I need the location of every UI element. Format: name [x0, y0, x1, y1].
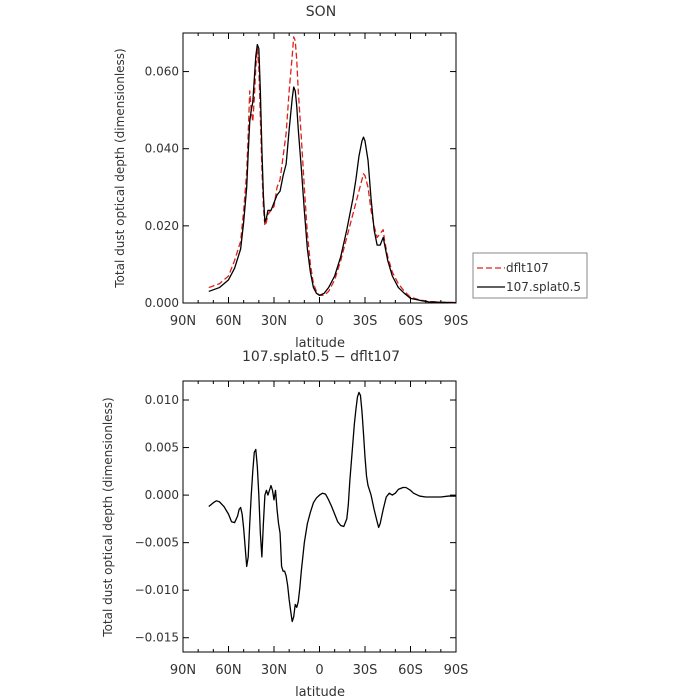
panel-top: SON 90N 60N 30N 0 30S 60S 90S 0.000 0.020 0.040 0.… — [113, 4, 468, 351]
panel-top-ticks: 90N 60N 30N 0 30S 60S 90S 0.000 0.020 0.040 0.060 — [145, 33, 469, 329]
panel-bottom: 107.splat0.5 − dflt107 90N 60N 30N 0 30S 60S 9… — [101, 349, 468, 700]
series-line-top-107-splat0-5 — [208, 43, 457, 304]
x-tick-label: 60S — [398, 663, 423, 678]
series-line-top-dflt107 — [208, 36, 457, 304]
panel-bottom-xlabel: latitude — [295, 685, 345, 700]
panel-bottom-series — [208, 391, 456, 623]
y-tick-label: 0.020 — [145, 219, 179, 233]
legend-box — [472, 252, 588, 299]
legend-label-107-splat0-5: 107.splat0.5 — [506, 280, 581, 294]
x-tick-label: 90S — [444, 314, 469, 329]
x-tick-label: 0 — [315, 314, 323, 329]
x-tick-label: 60S — [398, 314, 423, 329]
x-tick-label: 90N — [170, 663, 196, 678]
y-tick-label: −0.015 — [135, 631, 179, 645]
y-tick-label: −0.010 — [135, 583, 179, 597]
x-tick-label: 30N — [261, 663, 287, 678]
x-tick-label: 60N — [215, 314, 241, 329]
panel-top-xlabel: latitude — [295, 336, 345, 351]
x-tick-label: 30S — [353, 663, 378, 678]
x-tick-label: 60N — [215, 663, 241, 678]
panel-bottom-ticks: 90N 60N 30N 0 30S 60S 90S −0.015 −0.010 −0.005 0.0… — [135, 381, 469, 678]
panel-bottom-title: 107.splat0.5 − dflt107 — [242, 349, 400, 365]
panel-top-plot-frame — [182, 32, 457, 304]
x-tick-label: 90S — [444, 663, 469, 678]
panel-bottom-plot-frame — [182, 380, 457, 653]
y-tick-label: 0.060 — [145, 65, 179, 79]
series-line-bottom-0 — [208, 391, 456, 623]
legend: dflt107 107.splat0.5 — [472, 252, 588, 299]
panel-top-ylabel: Total dust optical depth (dimensionless) — [113, 48, 127, 288]
legend-label-dflt107: dflt107 — [506, 261, 549, 275]
x-tick-label: 30S — [353, 314, 378, 329]
x-tick-label: 0 — [315, 663, 323, 678]
y-tick-label: −0.005 — [135, 536, 179, 550]
panel-top-title: SON — [306, 4, 336, 20]
x-tick-label: 30N — [261, 314, 287, 329]
y-tick-label: 0.040 — [145, 142, 179, 156]
panel-top-series — [208, 36, 457, 304]
y-tick-label: 0.005 — [145, 441, 179, 455]
y-tick-label: 0.000 — [145, 488, 179, 502]
y-tick-label: 0.010 — [145, 393, 179, 407]
panel-bottom-ylabel: Total dust optical depth (dimensionless) — [101, 397, 115, 637]
y-tick-label: 0.000 — [145, 296, 179, 310]
x-tick-label: 90N — [170, 314, 196, 329]
